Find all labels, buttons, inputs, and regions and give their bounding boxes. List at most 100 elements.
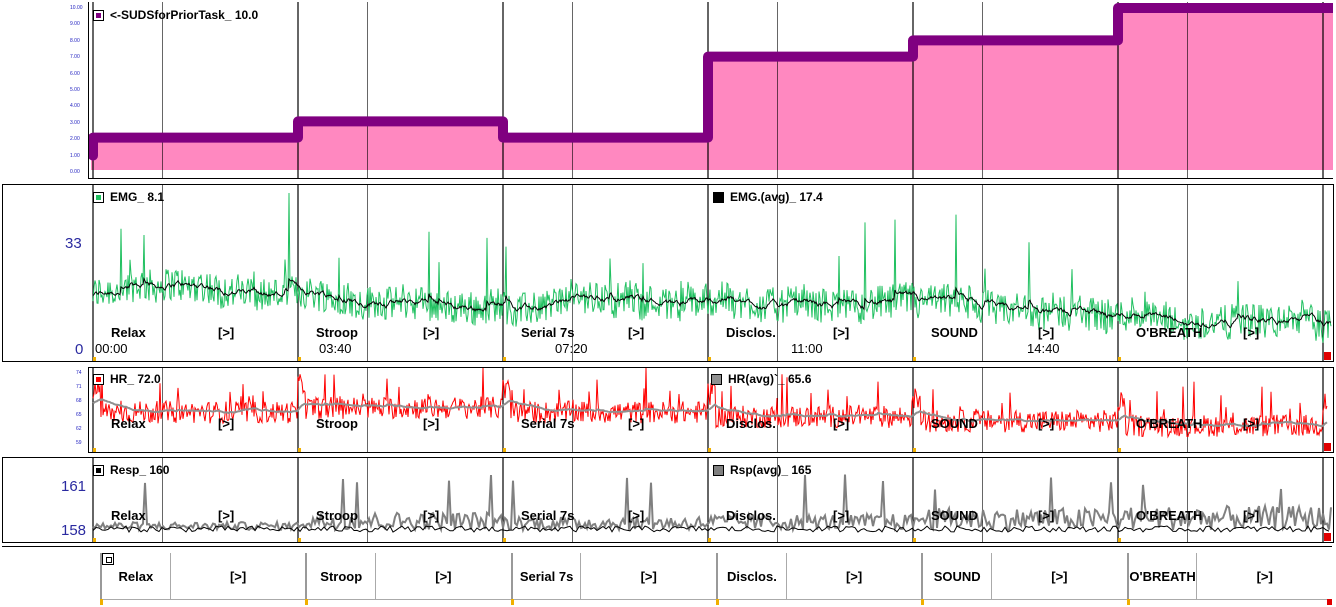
resp-channel-label[interactable]: Resp_ 160: [93, 463, 169, 477]
segment-bar-cell-name[interactable]: Relax: [100, 553, 170, 599]
hr-tick-label: 59: [76, 440, 82, 446]
segment-play-marker[interactable]: [>]: [423, 325, 440, 340]
segment-bar-event-marker: [100, 599, 103, 605]
emg-channel-label[interactable]: EMG_ 8.1: [93, 190, 164, 204]
event-marker: [708, 448, 711, 452]
segment-label-1: Stroop: [316, 325, 358, 340]
end-event-marker: [1324, 443, 1331, 451]
suds-tick-label: 8.00: [70, 37, 80, 44]
time-label: 07:20: [555, 341, 588, 356]
segment-bar-cell-play[interactable]: [>]: [1196, 553, 1332, 599]
segment-play-marker[interactable]: [>]: [218, 508, 235, 523]
event-marker: [298, 357, 301, 361]
suds-tick-label: 2.00: [70, 136, 80, 143]
suds-channel-label[interactable]: <-SUDSforPriorTask_ 10.0: [93, 8, 258, 22]
event-marker: [503, 448, 506, 452]
hr-avg-color-swatch[interactable]: [711, 373, 722, 385]
segment-bar-cell-name[interactable]: SOUND: [921, 553, 991, 599]
hr-label-text: HR_ 72.0: [110, 372, 161, 386]
segment-play-marker[interactable]: [>]: [1038, 508, 1055, 523]
segment-bar-end-marker: [1327, 599, 1332, 605]
segment-bar-cell-play[interactable]: [>]: [991, 553, 1127, 599]
segment-play-marker[interactable]: [>]: [218, 325, 235, 340]
segment-bar-cell-name[interactable]: O'BREATH: [1126, 553, 1197, 599]
emg-avg-channel-label[interactable]: EMG.(avg)_ 17.4: [713, 190, 823, 204]
hr-chart: [92, 368, 1331, 452]
suds-color-swatch[interactable]: [93, 9, 104, 21]
segment-label-1: Stroop: [316, 508, 358, 523]
hr-raw-line: [92, 368, 1328, 439]
hr-tick-label: 65: [76, 412, 82, 418]
segment-bar-cell-play[interactable]: [>]: [375, 553, 511, 599]
segment-play-marker[interactable]: [>]: [628, 416, 645, 431]
event-marker: [913, 448, 916, 452]
segment-label-2: Serial 7s: [521, 325, 575, 340]
emg-label-text: EMG_ 8.1: [110, 190, 165, 204]
resp-color-swatch[interactable]: [93, 464, 104, 476]
segment-bar-cell-play[interactable]: [>]: [785, 553, 922, 599]
emg-chart: [92, 185, 1332, 361]
resp-avg-color-swatch[interactable]: [713, 464, 724, 476]
segment-play-marker[interactable]: [>]: [833, 416, 850, 431]
segment-play-marker[interactable]: [>]: [833, 508, 850, 523]
segment-bar-event-marker: [1126, 599, 1130, 605]
hr-tick-label: 74: [76, 370, 82, 376]
suds-tick-label: 9.00: [70, 21, 80, 28]
resp-tick-top: 161: [61, 478, 87, 495]
hr-channel-label[interactable]: HR_ 72.0: [93, 372, 161, 386]
segment-bar-cell-name[interactable]: Disclos.: [716, 553, 786, 599]
resp-label-text: Resp_ 160: [110, 463, 170, 477]
segment-play-marker[interactable]: [>]: [628, 508, 645, 523]
segment-label-4: SOUND: [931, 325, 978, 340]
segment-bar-toggle-icon[interactable]: [102, 553, 114, 565]
event-marker: [93, 357, 96, 361]
event-marker: [1118, 538, 1121, 542]
resp-avg-line: [92, 474, 1332, 534]
emg-avg-color-swatch[interactable]: [713, 191, 724, 203]
emg-color-swatch[interactable]: [93, 191, 104, 203]
segment-bar-cell-name[interactable]: Serial 7s: [510, 553, 581, 599]
hr-color-swatch[interactable]: [93, 373, 104, 385]
hr-tick-label: 62: [76, 426, 82, 432]
hr-tick-label: 71: [76, 384, 82, 390]
segment-bar-cell-play[interactable]: [>]: [580, 553, 716, 599]
segment-label-3: Disclos.: [726, 508, 776, 523]
suds-panel: <-SUDSforPriorTask_ 10.0: [88, 2, 1333, 179]
segment-label-2: Serial 7s: [521, 416, 575, 431]
segment-play-marker[interactable]: [>]: [423, 416, 440, 431]
emg-tick-top: 33: [65, 235, 82, 252]
suds-line: [89, 3, 1333, 161]
segment-play-marker[interactable]: [>]: [1038, 416, 1055, 431]
segment-play-marker[interactable]: [>]: [218, 416, 235, 431]
segment-label-3: Disclos.: [726, 325, 776, 340]
emg-panel: 33 0 EMG_ 8.1 EMG.(avg)_ 17.4 Relax [>] St…: [2, 184, 1334, 362]
segment-label-1: Stroop: [316, 416, 358, 431]
segment-label-2: Serial 7s: [521, 508, 575, 523]
segment-play-marker[interactable]: [>]: [628, 325, 645, 340]
segment-label-5: O'BREATH: [1136, 325, 1203, 340]
suds-tick-label: 6.00: [70, 70, 80, 77]
event-marker: [913, 357, 916, 361]
time-label: 00:00: [95, 341, 128, 356]
segment-label-3: Disclos.: [726, 416, 776, 431]
segment-bar-event-marker: [305, 599, 309, 605]
emg-avg-line: [92, 277, 1332, 329]
segment-play-marker[interactable]: [>]: [833, 325, 850, 340]
suds-tick-label: 10.00: [70, 5, 83, 11]
segment-play-marker[interactable]: [>]: [423, 508, 440, 523]
hr-avg-channel-label[interactable]: HR(avg)`_ 65.6: [711, 372, 811, 386]
event-marker: [708, 357, 711, 361]
segment-play-marker[interactable]: [>]: [1243, 325, 1260, 340]
time-label: 14:40: [1027, 341, 1060, 356]
hr-panel: HR_ 72.0 HR(avg)`_ 65.6 Relax [>] Stroop [>…: [88, 367, 1334, 453]
segment-label-0: Relax: [111, 508, 146, 523]
segment-play-marker[interactable]: [>]: [1038, 325, 1055, 340]
segment-bar-cell-name[interactable]: Stroop: [305, 553, 375, 599]
event-marker: [1118, 357, 1121, 361]
hr-avg-line: [92, 397, 1328, 428]
time-label: 03:40: [319, 341, 352, 356]
segment-bar-cell-play[interactable]: [>]: [169, 553, 306, 599]
segment-play-marker[interactable]: [>]: [1243, 416, 1260, 431]
segment-play-marker[interactable]: [>]: [1243, 508, 1260, 523]
resp-avg-channel-label[interactable]: Rsp(avg)_ 165: [713, 463, 811, 477]
